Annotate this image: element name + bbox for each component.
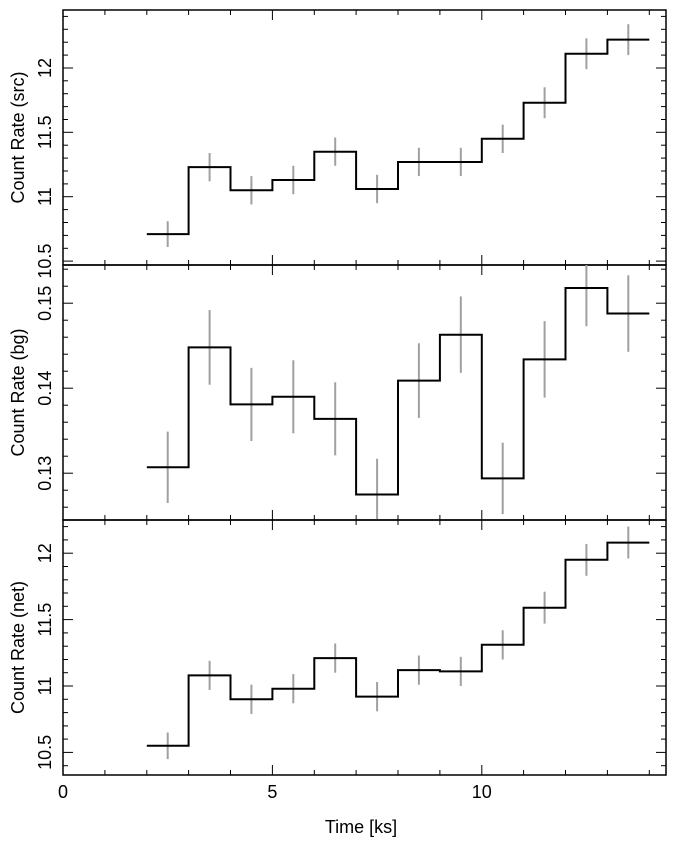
- y-tick-label: 11: [35, 677, 55, 696]
- y-tick-label: 11: [35, 187, 55, 206]
- x-axis-label: Time [ks]: [325, 817, 397, 837]
- panel-frame: [62, 9, 667, 266]
- y-tick-label: 11.5: [35, 603, 55, 637]
- panel-2: 0.13 0.14 0.15 Count Rate (bg): [8, 264, 667, 521]
- panels: 10.5 11 11.5 12 Count Rate (src) 0.13 0.14 0.15…: [8, 9, 667, 776]
- y-tick-label: 11.5: [35, 115, 55, 149]
- step-line: [146, 541, 650, 747]
- y-axis-label: Count Rate (bg): [8, 328, 28, 456]
- x-axis: 0 5 10: [58, 782, 492, 802]
- panel-1: 10.5 11 11.5 12 Count Rate (src): [8, 9, 667, 279]
- panel-frame: [62, 264, 667, 521]
- series: [146, 24, 650, 247]
- x-tick-label: 0: [58, 782, 68, 802]
- y-tick-label: 10.5: [35, 244, 55, 279]
- series: [146, 265, 650, 520]
- panel-3: 10.5 11 11.5 12 Count Rate (net): [8, 519, 667, 776]
- y-tick-label: 10.5: [35, 735, 55, 770]
- step-line: [146, 38, 650, 236]
- y-tick-label: 0.15: [35, 286, 55, 321]
- y-tick-label: 0.13: [35, 456, 55, 491]
- step-line: [146, 287, 650, 496]
- panel-frame: [62, 519, 667, 776]
- y-tick-label: 0.14: [35, 371, 55, 406]
- series: [146, 526, 650, 760]
- y-tick-label: 12: [35, 58, 55, 78]
- x-tick-label: 5: [267, 782, 277, 802]
- y-tick-label: 12: [35, 543, 55, 563]
- y-axis-label: Count Rate (net): [8, 581, 28, 714]
- y-axis-label: Count Rate (src): [8, 71, 28, 203]
- x-tick-label: 10: [472, 782, 492, 802]
